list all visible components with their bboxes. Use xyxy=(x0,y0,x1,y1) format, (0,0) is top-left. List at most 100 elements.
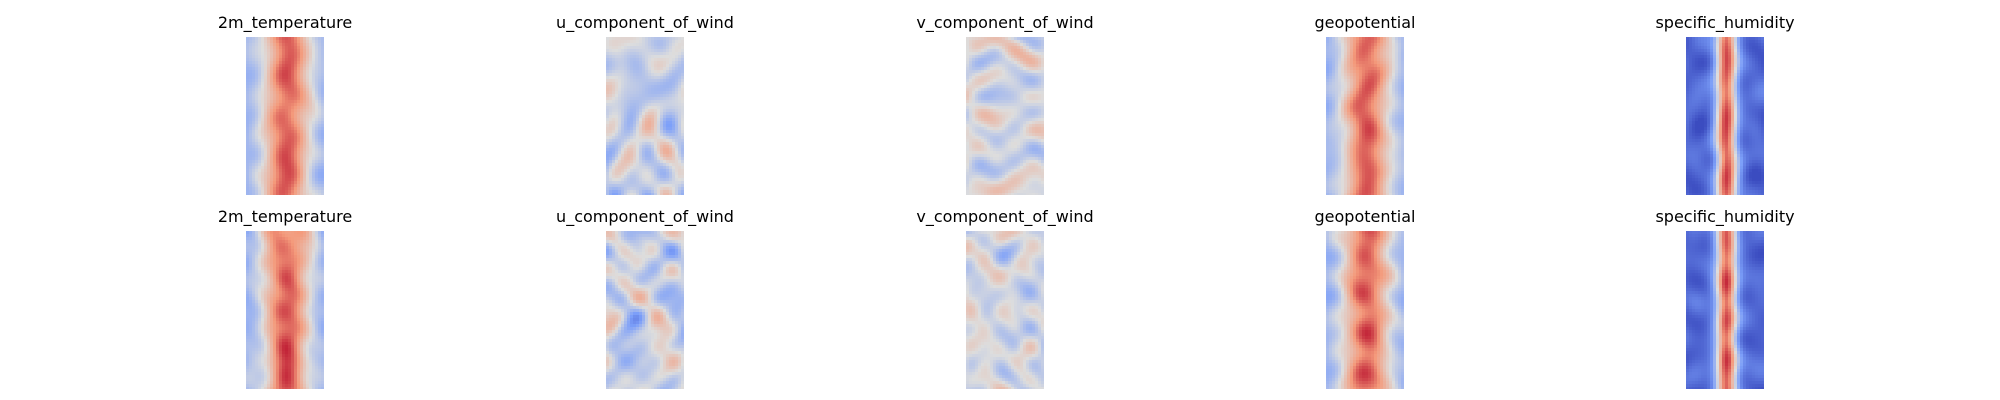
heatmap-cell xyxy=(291,190,295,194)
heatmap-cell xyxy=(606,163,610,167)
heatmap-cell xyxy=(984,142,988,146)
heatmap-cell xyxy=(615,166,619,170)
heatmap-cell xyxy=(1329,52,1333,56)
heatmap-cell xyxy=(1335,76,1339,80)
heatmap-cell xyxy=(1038,154,1042,158)
heatmap-cell xyxy=(624,115,628,119)
heatmap-cell xyxy=(996,91,1000,95)
heatmap-cell xyxy=(639,151,643,155)
heatmap-cell xyxy=(987,151,991,155)
heatmap-cell xyxy=(1335,109,1339,113)
heatmap-cell xyxy=(1377,49,1381,53)
heatmap-cell xyxy=(648,160,652,164)
heatmap-cell xyxy=(297,142,301,146)
heatmap-cell xyxy=(1371,100,1375,104)
heatmap-cell xyxy=(1002,94,1006,98)
heatmap-cell xyxy=(1374,97,1378,101)
heatmap-cell xyxy=(321,67,324,71)
heatmap-cell xyxy=(276,109,280,113)
heatmap-cell xyxy=(1326,46,1330,50)
heatmap-cell xyxy=(1347,133,1351,137)
heatmap-cell xyxy=(294,79,298,83)
heatmap-cell xyxy=(1356,97,1360,101)
heatmap-cell xyxy=(252,97,256,101)
heatmap-cell xyxy=(1326,49,1330,53)
heatmap-cell xyxy=(1032,172,1036,176)
heatmap-cell xyxy=(315,85,319,89)
heatmap-cell xyxy=(675,49,679,53)
heatmap-cell xyxy=(669,172,673,176)
heatmap-cell xyxy=(261,172,265,176)
heatmap-cell xyxy=(282,115,286,119)
heatmap-cell xyxy=(303,58,307,62)
heatmap-cell xyxy=(675,37,679,41)
heatmap-cell xyxy=(318,151,322,155)
heatmap-cell xyxy=(273,142,277,146)
heatmap-cell xyxy=(264,166,268,170)
heatmap-cell xyxy=(1401,103,1404,107)
heatmap-cell xyxy=(273,43,277,47)
heatmap-cell xyxy=(639,193,643,195)
heatmap-cell xyxy=(267,175,271,179)
heatmap-cell xyxy=(267,70,271,74)
heatmap-cell xyxy=(1029,166,1033,170)
heatmap-cell xyxy=(966,94,970,98)
heatmap-cell xyxy=(297,97,301,101)
heatmap-cell xyxy=(636,49,640,53)
heatmap-cell xyxy=(1002,55,1006,59)
heatmap-cell xyxy=(276,157,280,161)
heatmap-cell xyxy=(993,190,997,194)
heatmap-cell xyxy=(639,124,643,128)
heatmap-cell xyxy=(984,61,988,65)
heatmap-cell xyxy=(678,175,682,179)
heatmap-cell xyxy=(1005,145,1009,149)
heatmap-cell xyxy=(273,64,277,68)
heatmap-cell xyxy=(975,79,979,83)
heatmap-cell xyxy=(261,82,265,86)
heatmap-cell xyxy=(1020,46,1024,50)
heatmap-cell xyxy=(1029,115,1033,119)
heatmap-cell xyxy=(636,64,640,68)
heatmap-cell xyxy=(966,193,970,195)
heatmap-cell xyxy=(306,94,310,98)
heatmap-cell xyxy=(258,157,262,161)
heatmap-cell xyxy=(996,112,1000,116)
heatmap-cell xyxy=(966,154,970,158)
heatmap-cell xyxy=(1344,64,1348,68)
heatmap-cell xyxy=(975,112,979,116)
heatmap-cell xyxy=(255,136,259,140)
heatmap-cell xyxy=(1026,76,1030,80)
heatmap-cell xyxy=(1002,136,1006,140)
heatmap-cell xyxy=(666,64,670,68)
heatmap-cell xyxy=(1014,193,1018,195)
heatmap-cell xyxy=(315,52,319,56)
heatmap-cell xyxy=(1392,49,1396,53)
heatmap-cell xyxy=(1392,76,1396,80)
heatmap-cell xyxy=(267,97,271,101)
heatmap-cell xyxy=(273,139,277,143)
heatmap-cell xyxy=(303,124,307,128)
heatmap-cell xyxy=(1389,112,1393,116)
heatmap-cell xyxy=(1368,67,1372,71)
heatmap-cell xyxy=(630,49,634,53)
heatmap-cell xyxy=(249,55,253,59)
heatmap-cell xyxy=(1002,73,1006,77)
heatmap-cell xyxy=(654,157,658,161)
heatmap-cell xyxy=(975,55,979,59)
heatmap-cell xyxy=(1035,163,1039,167)
heatmap-cell xyxy=(1041,37,1044,41)
heatmap-cell xyxy=(249,187,253,191)
heatmap-cell xyxy=(297,145,301,149)
heatmap-cell xyxy=(306,70,310,74)
heatmap-cell xyxy=(1014,100,1018,104)
heatmap-cell xyxy=(657,67,661,71)
heatmap-cell xyxy=(642,73,646,77)
heatmap-cell xyxy=(318,115,322,119)
heatmap-cell xyxy=(1038,178,1042,182)
heatmap-cell xyxy=(672,121,676,125)
heatmap-cell xyxy=(270,157,274,161)
heatmap-cell xyxy=(972,91,976,95)
heatmap-cell xyxy=(249,175,253,179)
heatmap-cell xyxy=(612,166,616,170)
heatmap-cell xyxy=(639,142,643,146)
